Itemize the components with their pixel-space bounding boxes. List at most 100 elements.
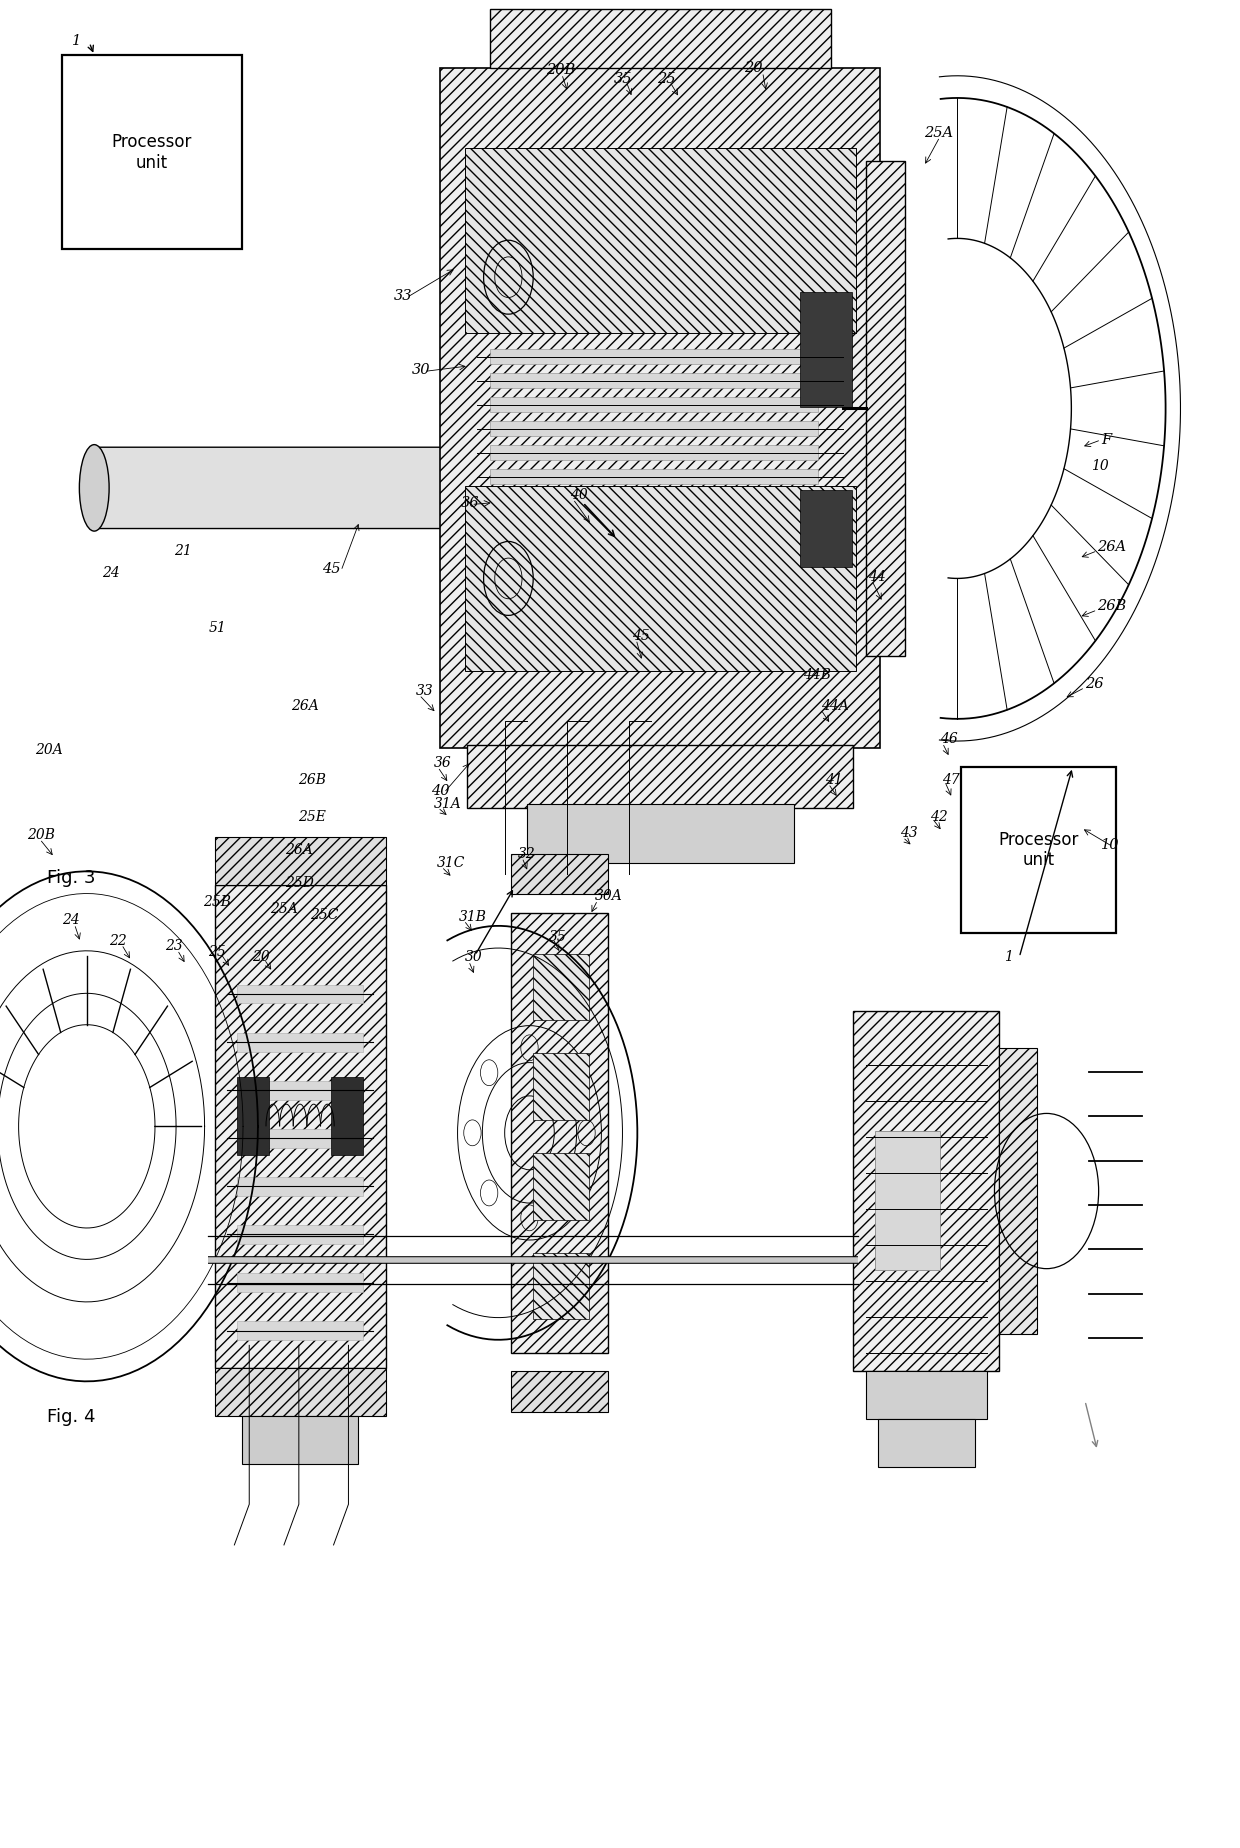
Bar (237, 1321, 363, 1340)
Text: 33: 33 (415, 684, 433, 699)
Bar (237, 985, 363, 1003)
Text: 31A: 31A (434, 796, 461, 811)
Text: 24: 24 (62, 913, 79, 928)
Bar (490, 349, 818, 364)
FancyBboxPatch shape (215, 837, 386, 885)
Text: 20A: 20A (35, 743, 62, 758)
Text: 25E: 25E (298, 809, 325, 824)
FancyBboxPatch shape (511, 854, 608, 894)
Bar (490, 469, 818, 484)
Text: 30: 30 (412, 362, 430, 377)
Text: 36: 36 (461, 495, 480, 510)
FancyBboxPatch shape (490, 9, 831, 68)
Text: 33: 33 (394, 288, 413, 303)
Text: 43: 43 (900, 826, 918, 841)
Text: Processor
unit: Processor unit (112, 133, 192, 172)
Text: 20: 20 (744, 61, 763, 76)
Text: 25: 25 (208, 944, 226, 959)
FancyBboxPatch shape (961, 767, 1116, 933)
Bar (800, 292, 852, 407)
Text: 23: 23 (165, 939, 182, 954)
FancyBboxPatch shape (533, 1053, 589, 1120)
FancyBboxPatch shape (440, 68, 880, 748)
Text: 44B: 44B (804, 667, 832, 682)
FancyBboxPatch shape (465, 486, 856, 671)
Text: 1: 1 (72, 33, 81, 48)
FancyBboxPatch shape (215, 1368, 386, 1416)
Bar (800, 490, 852, 567)
Text: 44: 44 (868, 569, 885, 584)
Text: F: F (1101, 432, 1111, 447)
FancyBboxPatch shape (999, 1048, 1037, 1334)
Text: 25D: 25D (285, 876, 314, 891)
Text: 21: 21 (174, 543, 191, 558)
Text: 40: 40 (570, 488, 588, 503)
Text: 26A: 26A (1097, 540, 1126, 554)
Text: 26B: 26B (298, 772, 326, 787)
Text: 20: 20 (252, 950, 269, 965)
Bar (875, 1131, 940, 1270)
Text: 30: 30 (465, 950, 482, 965)
FancyBboxPatch shape (533, 954, 589, 1020)
Bar (237, 1129, 363, 1148)
Text: Processor
unit: Processor unit (998, 832, 1079, 869)
Text: 20B: 20B (546, 63, 575, 78)
Text: 22: 22 (109, 933, 126, 948)
Text: 25: 25 (657, 72, 676, 87)
FancyBboxPatch shape (511, 1371, 608, 1412)
FancyBboxPatch shape (533, 1153, 589, 1220)
FancyBboxPatch shape (853, 1011, 999, 1371)
Text: 26: 26 (1085, 676, 1104, 691)
Text: 30A: 30A (595, 889, 622, 904)
Text: 25A: 25A (270, 902, 298, 917)
FancyBboxPatch shape (467, 745, 853, 808)
Bar (237, 1081, 363, 1100)
Bar (242, 1416, 358, 1464)
Text: 41: 41 (825, 772, 842, 787)
Text: 35: 35 (549, 930, 567, 944)
FancyBboxPatch shape (215, 885, 386, 1368)
Text: Fig. 4: Fig. 4 (47, 1408, 95, 1427)
Text: 25A: 25A (924, 126, 952, 140)
Text: 10: 10 (1101, 837, 1120, 852)
Text: 42: 42 (930, 809, 947, 824)
Bar (490, 373, 818, 388)
Text: 36: 36 (434, 756, 451, 771)
Text: 35: 35 (614, 72, 632, 87)
Text: 45: 45 (322, 562, 341, 577)
FancyBboxPatch shape (465, 148, 856, 333)
Bar (331, 1077, 363, 1155)
Text: 46: 46 (940, 732, 957, 747)
Text: 25C: 25C (310, 907, 339, 922)
Text: 25B: 25B (203, 894, 232, 909)
Ellipse shape (79, 445, 109, 530)
Text: Fig. 3: Fig. 3 (47, 869, 95, 887)
Text: 31B: 31B (459, 909, 487, 924)
Bar (237, 1077, 269, 1155)
FancyBboxPatch shape (511, 913, 608, 1353)
Text: 32: 32 (518, 846, 536, 861)
FancyBboxPatch shape (62, 55, 242, 249)
Bar (878, 1419, 975, 1467)
Bar (237, 1033, 363, 1052)
Bar (490, 397, 818, 412)
Text: 45: 45 (632, 628, 650, 643)
Bar (490, 421, 818, 436)
FancyBboxPatch shape (88, 447, 470, 529)
Text: 20B: 20B (27, 828, 56, 843)
FancyBboxPatch shape (866, 161, 905, 656)
Bar (237, 1225, 363, 1244)
Text: 40: 40 (432, 784, 450, 798)
Text: 26A: 26A (291, 699, 319, 713)
Text: 31C: 31C (436, 856, 465, 870)
Text: 44A: 44A (821, 699, 848, 713)
Text: 26B: 26B (1097, 599, 1127, 614)
Bar (527, 804, 794, 863)
Text: 1: 1 (1004, 950, 1013, 965)
Text: 26A: 26A (285, 843, 312, 857)
FancyBboxPatch shape (533, 1253, 589, 1319)
Bar (490, 445, 818, 460)
Text: 47: 47 (942, 772, 960, 787)
Text: 51: 51 (208, 621, 226, 636)
Text: 10: 10 (1091, 458, 1109, 473)
